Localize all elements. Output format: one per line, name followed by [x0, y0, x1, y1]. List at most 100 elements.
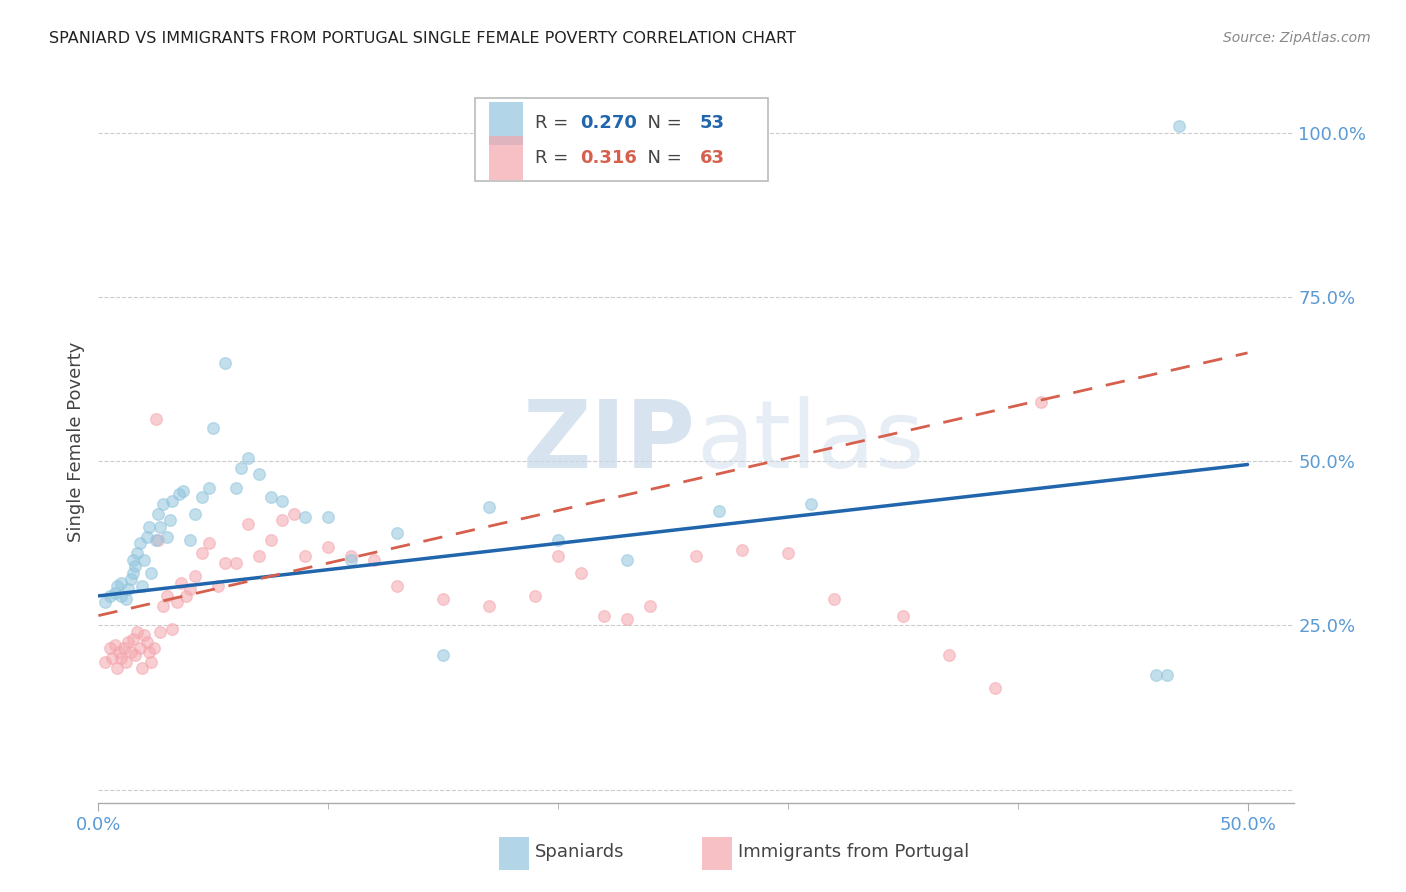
Point [616, 553, 638, 567]
Point [174, 589, 197, 603]
Text: 63: 63 [700, 149, 724, 167]
Point [236, 450, 259, 465]
Point [105, 579, 128, 593]
Point [138, 645, 160, 659]
Text: R =: R = [534, 114, 574, 132]
Point [115, 592, 138, 607]
Point [128, 536, 150, 550]
Point [117, 635, 139, 649]
Text: N =: N = [637, 114, 688, 132]
Point [145, 533, 167, 547]
Point [127, 546, 149, 560]
Point [207, 579, 229, 593]
FancyBboxPatch shape [702, 838, 733, 870]
Text: R =: R = [534, 149, 574, 167]
Point [707, 503, 730, 517]
Point [103, 585, 125, 599]
Point [156, 589, 179, 603]
Point [103, 638, 125, 652]
Point [138, 520, 160, 534]
Point [159, 513, 181, 527]
Point [340, 549, 363, 564]
Point [112, 641, 135, 656]
Point [134, 628, 156, 642]
Point [98, 641, 121, 656]
Point [120, 645, 142, 659]
Point [94, 595, 117, 609]
Point [115, 655, 138, 669]
Point [547, 549, 569, 564]
Point [247, 549, 270, 564]
Point [225, 481, 247, 495]
Point [128, 641, 150, 656]
Point [124, 559, 146, 574]
Point [120, 573, 142, 587]
Point [117, 582, 139, 597]
Point [984, 681, 1007, 695]
Point [638, 599, 661, 613]
Point [184, 507, 207, 521]
Point [160, 493, 183, 508]
Point [478, 500, 501, 515]
Point [148, 507, 170, 521]
Text: SPANIARD VS IMMIGRANTS FROM PORTUGAL SINGLE FEMALE POVERTY CORRELATION CHART: SPANIARD VS IMMIGRANTS FROM PORTUGAL SIN… [49, 31, 796, 46]
Point [141, 655, 163, 669]
Point [131, 661, 153, 675]
Text: Source: ZipAtlas.com: Source: ZipAtlas.com [1223, 31, 1371, 45]
Point [197, 481, 219, 495]
Point [236, 516, 259, 531]
Point [197, 536, 219, 550]
FancyBboxPatch shape [499, 838, 529, 870]
Point [229, 460, 252, 475]
Text: N =: N = [637, 149, 688, 167]
Point [938, 648, 960, 662]
Point [1156, 667, 1178, 681]
Point [167, 487, 190, 501]
Point [135, 530, 157, 544]
Point [294, 549, 316, 564]
Point [122, 566, 145, 580]
Point [141, 566, 163, 580]
Point [1167, 120, 1189, 134]
Point [478, 599, 501, 613]
Point [172, 483, 194, 498]
Point [891, 608, 914, 623]
Point [432, 648, 454, 662]
Point [142, 641, 165, 656]
Point [149, 625, 172, 640]
Point [122, 632, 145, 646]
Point [260, 533, 283, 547]
Point [108, 645, 131, 659]
Point [340, 553, 363, 567]
Point [149, 520, 172, 534]
Point [124, 648, 146, 662]
Point [179, 582, 201, 597]
Point [316, 540, 339, 554]
Point [260, 491, 283, 505]
Y-axis label: Single Female Poverty: Single Female Poverty [66, 342, 84, 541]
Point [105, 661, 128, 675]
Point [214, 556, 236, 570]
Text: Immigrants from Portugal: Immigrants from Portugal [738, 843, 969, 861]
Point [184, 569, 207, 583]
Text: 0.316: 0.316 [581, 149, 637, 167]
Point [271, 513, 294, 527]
Point [316, 510, 339, 524]
Point [432, 592, 454, 607]
Point [731, 542, 754, 557]
FancyBboxPatch shape [489, 136, 523, 180]
Point [247, 467, 270, 482]
Point [110, 575, 132, 590]
Point [98, 589, 121, 603]
Point [776, 546, 799, 560]
Point [294, 510, 316, 524]
Point [800, 497, 823, 511]
Point [135, 635, 157, 649]
Point [593, 608, 616, 623]
Point [170, 575, 193, 590]
Point [547, 533, 569, 547]
Point [127, 625, 149, 640]
FancyBboxPatch shape [475, 98, 768, 181]
Point [110, 589, 132, 603]
Text: atlas: atlas [696, 395, 924, 488]
